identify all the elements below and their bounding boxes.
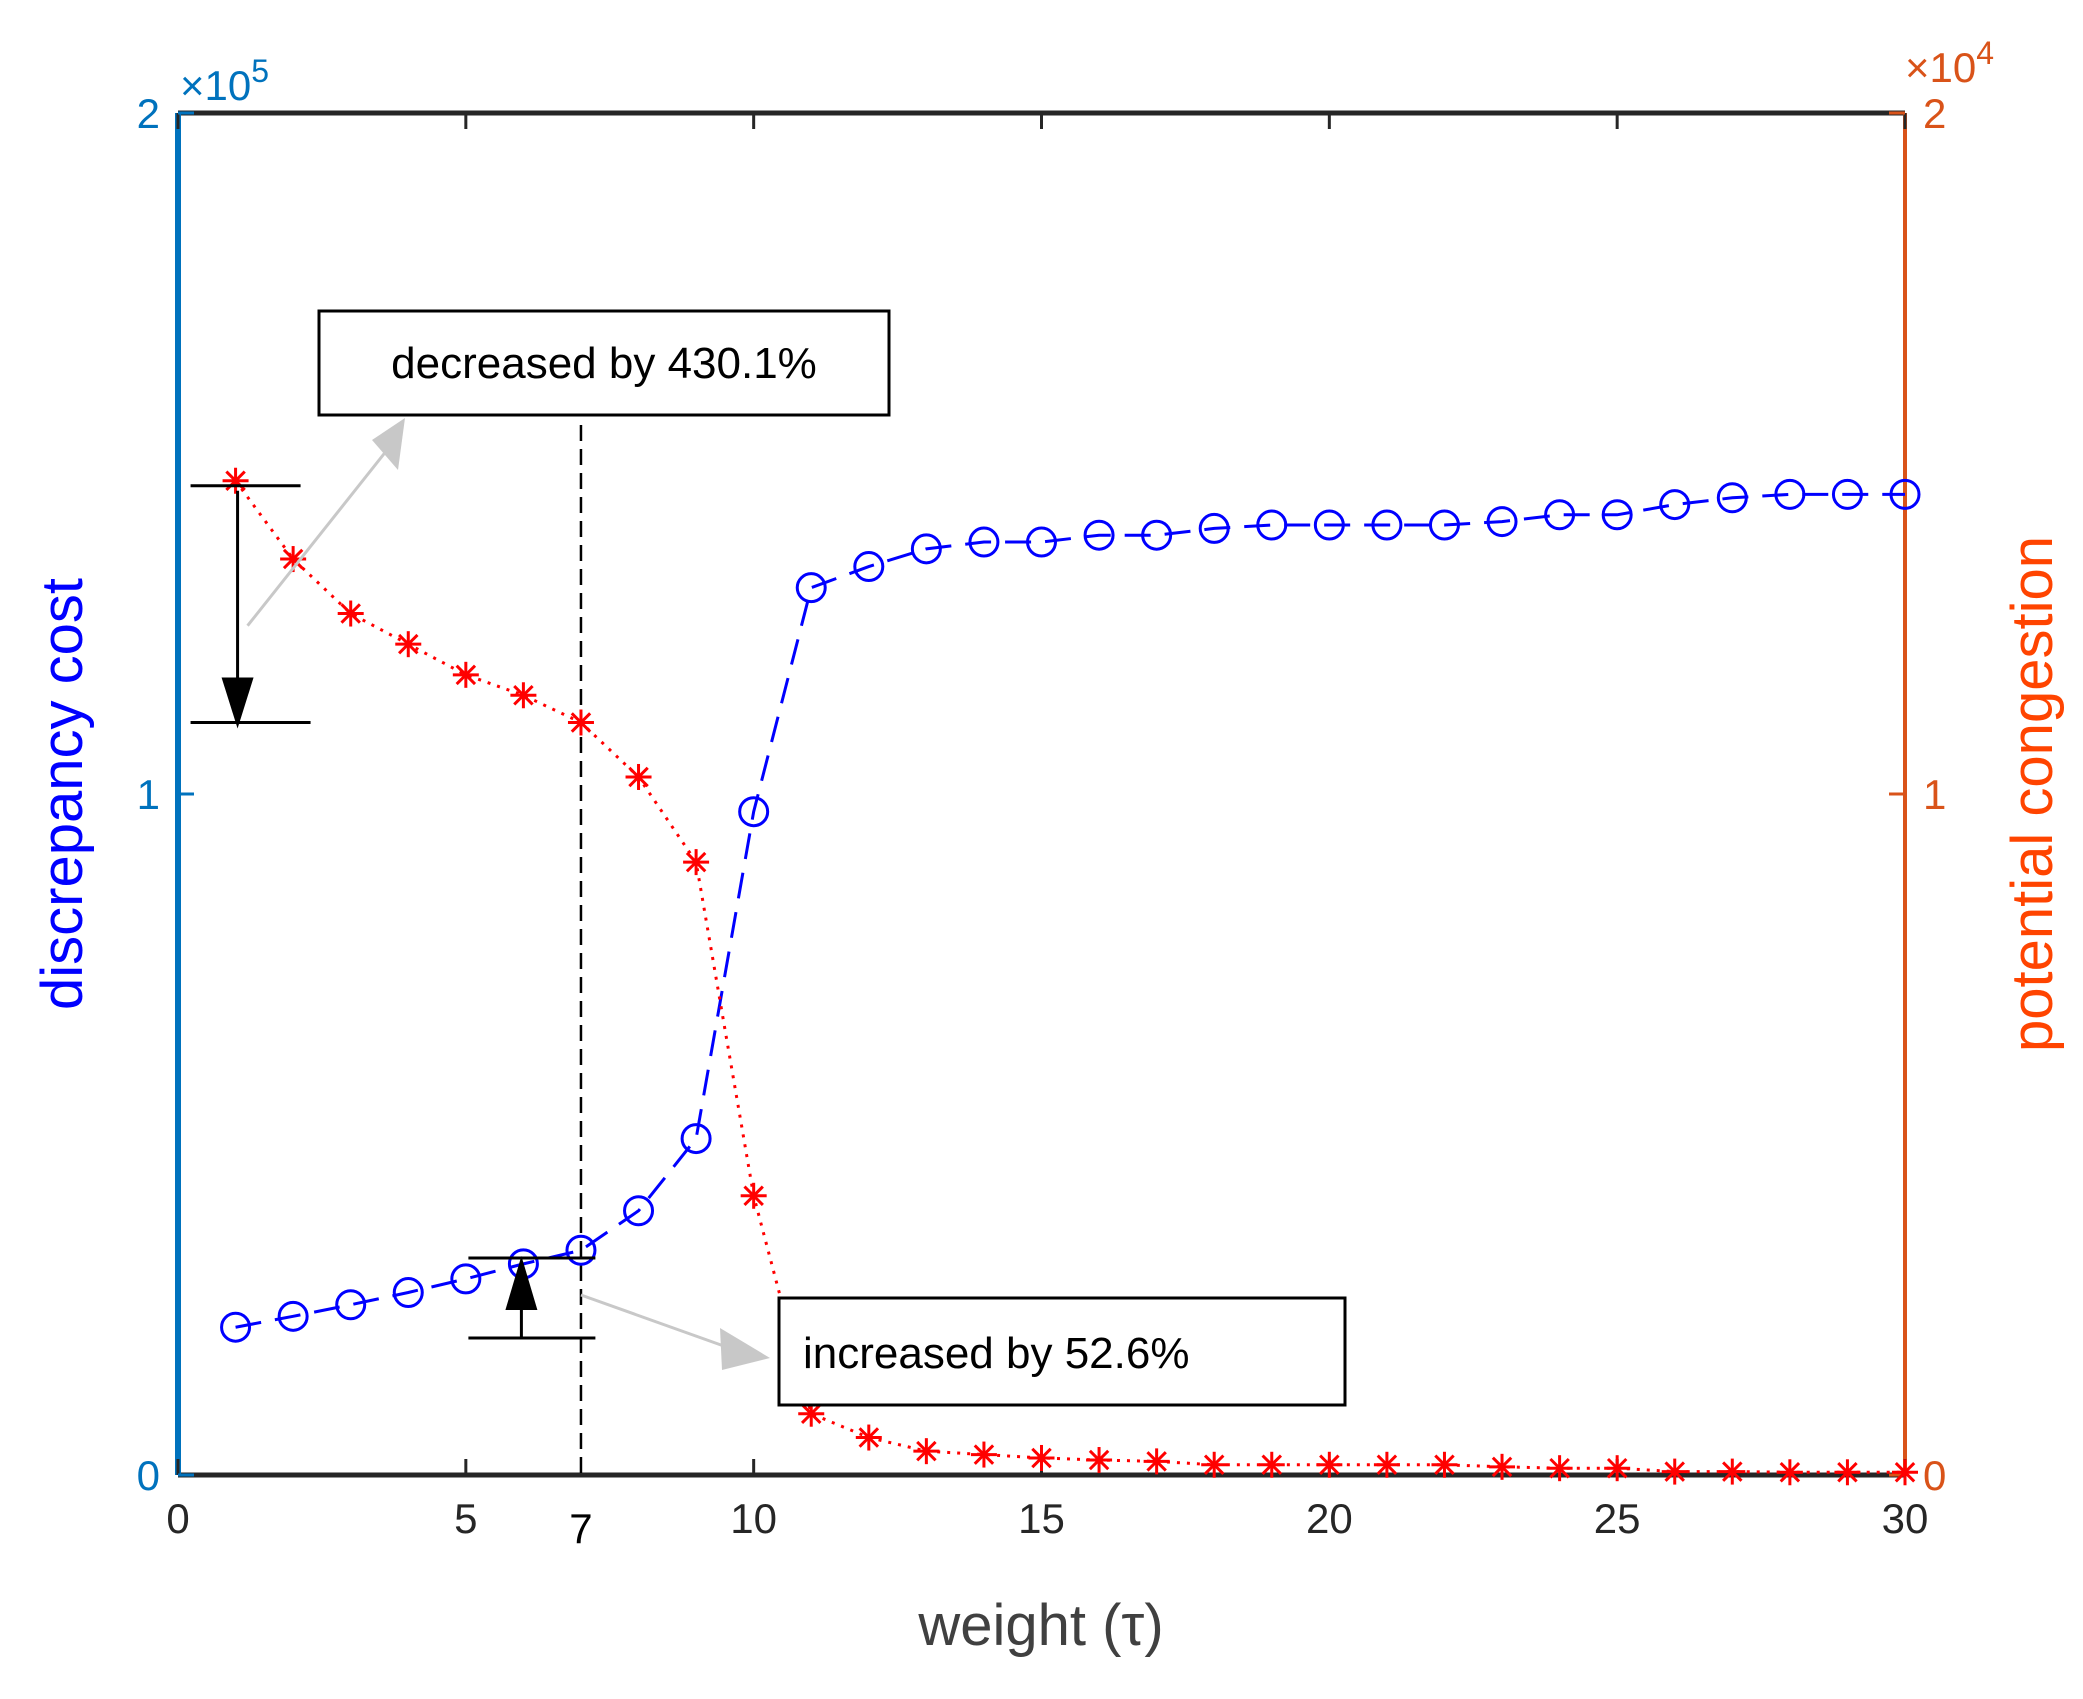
potential-congestion-point [1143, 1448, 1170, 1475]
discrepancy-cost-point [910, 533, 942, 565]
potential-congestion-point [1373, 1451, 1400, 1478]
potential-congestion-point [567, 709, 594, 736]
discrepancy-cost-point [392, 1276, 424, 1308]
potential-congestion-point [395, 631, 422, 658]
discrepancy-cost-point [1428, 509, 1460, 541]
discrepancy-cost-point [1601, 499, 1633, 531]
potential-congestion-point [452, 661, 479, 688]
left-exponent-label: ×105 [180, 53, 269, 109]
discrepancy-cost-point [1544, 499, 1576, 531]
potential-congestion-point [337, 600, 364, 627]
potential-congestion-point [1604, 1455, 1631, 1482]
right-y-axis-label: potential congestion [2000, 536, 2065, 1052]
potential-congestion-point [1892, 1459, 1918, 1486]
annotation-decrease: decreased by 430.1% [190, 309, 891, 729]
discrepancy-cost-point [1026, 526, 1057, 558]
right-exponent-label: ×104 [1905, 35, 1994, 91]
potential-congestion-point [1776, 1459, 1803, 1486]
potential-congestion-point [1086, 1447, 1113, 1474]
discrepancy-cost-point [1083, 519, 1115, 551]
potential-congestion-point [1719, 1458, 1746, 1485]
decrease-annotation-box [317, 309, 891, 417]
potential-congestion-point [1834, 1459, 1861, 1486]
discrepancy-cost-point [1716, 482, 1748, 514]
right-y-tick-label: 0 [1923, 1452, 1946, 1499]
increase-pointer-shaft [580, 1293, 736, 1352]
discrepancy-cost-line [235, 492, 1905, 1329]
decrease-arrow-head [221, 677, 254, 729]
discrepancy-cost-point [565, 1234, 597, 1266]
left-y-tick-label: 1 [137, 771, 160, 818]
potential-congestion-point [855, 1424, 882, 1451]
discrepancy-cost-point [1141, 519, 1173, 551]
x-tick-label: 5 [454, 1495, 477, 1542]
discrepancy-cost-point [680, 1123, 712, 1155]
discrepancy-cost-point [1831, 478, 1863, 510]
x-tick-label: 25 [1594, 1495, 1641, 1542]
decrease-pointer-shaft [246, 439, 397, 627]
potential-congestion-point [1546, 1455, 1573, 1482]
discrepancy-cost-point [738, 796, 770, 828]
potential-congestion-point [1201, 1451, 1228, 1478]
discrepancy-cost-point [1486, 506, 1518, 538]
left-y-axis-label: discrepancy cost [30, 578, 95, 1010]
discrepancy-cost-point [1256, 509, 1288, 541]
x-tick-label: 20 [1306, 1495, 1353, 1542]
potential-congestion-point [683, 849, 710, 876]
right-y-tick-label: 2 [1923, 90, 1946, 137]
increase-annotation-box [777, 1296, 1347, 1407]
potential-congestion-point [1258, 1451, 1285, 1478]
x-tick-label: 30 [1882, 1495, 1929, 1542]
potential-congestion-point [913, 1438, 940, 1465]
discrepancy-cost-point [1313, 509, 1345, 541]
right-y-tick-label: 1 [1923, 771, 1946, 818]
discrepancy-cost-point [1659, 489, 1691, 521]
increase-arrow-head [505, 1256, 538, 1310]
discrepancy-cost-point [1198, 512, 1230, 544]
discrepancy-cost-point [335, 1289, 367, 1321]
left-y-tick-label: 0 [137, 1452, 160, 1499]
discrepancy-cost-point [1774, 478, 1806, 510]
discrepancy-cost-point [450, 1263, 482, 1295]
potential-congestion-point [510, 682, 537, 709]
left-y-tick-label: 2 [137, 90, 160, 137]
discrepancy-cost-point [1889, 478, 1921, 510]
discrepancy-cost-point [623, 1195, 655, 1227]
potential-congestion-point [1431, 1451, 1458, 1478]
potential-congestion-point [1489, 1453, 1516, 1480]
discrepancy-cost-point [220, 1311, 252, 1343]
discrepancy-cost-point [1371, 509, 1403, 541]
potential-congestion-point [1316, 1451, 1343, 1478]
potential-congestion-point [798, 1400, 825, 1427]
x-tick-label: 10 [730, 1495, 777, 1542]
discrepancy-cost-point [853, 551, 885, 583]
discrepancy-cost-point [277, 1300, 309, 1332]
potential-congestion-point [970, 1441, 997, 1468]
increase-pointer-head [720, 1328, 770, 1370]
annotation-increase: increased by 52.6% [468, 1256, 1347, 1407]
potential-congestion-point [1661, 1458, 1688, 1485]
decrease-annotation-text: decreased by 430.1% [391, 339, 817, 388]
potential-congestion-point [222, 467, 249, 494]
x-tick-label: 15 [1018, 1495, 1065, 1542]
potential-congestion-point [1028, 1444, 1055, 1471]
increase-annotation-text: increased by 52.6% [803, 1329, 1189, 1378]
discrepancy-cost-point [795, 572, 827, 604]
x-tick-label: 0 [166, 1495, 189, 1542]
series-potential-congestion [222, 467, 1918, 1486]
series-discrepancy-cost [220, 478, 1921, 1343]
potential-congestion-point [740, 1182, 767, 1209]
x-tick-label-7: 7 [569, 1505, 592, 1552]
discrepancy-cost-point [968, 526, 1000, 558]
x-axis-label: weight (τ) [917, 1593, 1163, 1658]
potential-congestion-point [625, 763, 652, 790]
decrease-pointer-head [372, 418, 405, 470]
